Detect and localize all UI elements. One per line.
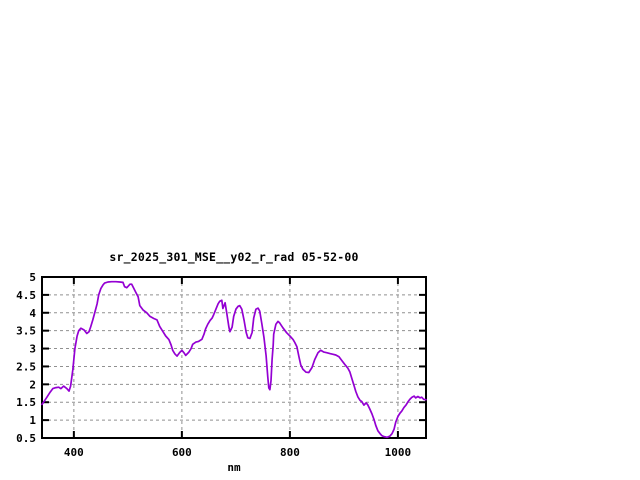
spectral-curve [41, 280, 427, 439]
x-tick-label: 600 [172, 446, 192, 459]
chart-title: sr_2025_301_MSE__y02_r_rad 05-52-00 [109, 250, 358, 265]
y-tick-label: 1.5 [16, 396, 36, 409]
y-tick-label: 3.5 [16, 325, 36, 338]
y-tick-label: 2.5 [16, 360, 36, 373]
x-axis-label: nm [227, 461, 241, 474]
x-tick-label: 400 [64, 446, 84, 459]
y-tick-label: 3 [29, 343, 36, 356]
y-tick-label: 2 [29, 378, 36, 391]
plot-border [41, 276, 427, 439]
grid-layer [42, 277, 426, 438]
x-tick-label: 800 [280, 446, 300, 459]
tick-layer [43, 276, 425, 439]
y-tick-label: 4.5 [16, 289, 36, 302]
y-tick-label: 4 [29, 307, 36, 320]
y-tick-label: 1 [29, 414, 36, 427]
x-tick-label: 1000 [385, 446, 412, 459]
y-tick-label: 5 [29, 271, 36, 284]
tick-label-layer: 0.5 1 1.5 2 2.5 3 3.5 4 4.5 5 400 600 800 1000 [16, 271, 411, 459]
y-tick-label: 0.5 [16, 432, 36, 445]
